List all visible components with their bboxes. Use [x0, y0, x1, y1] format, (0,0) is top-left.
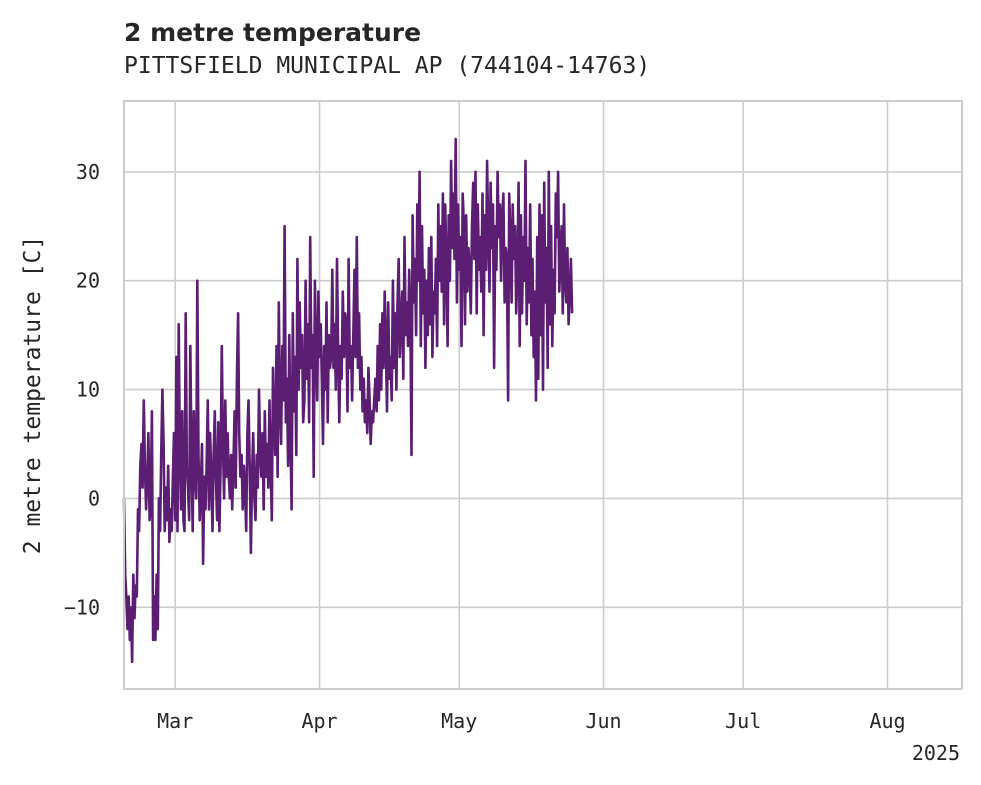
y-tick-labels: −10 0 10 20 30	[64, 160, 100, 620]
x-tick-labels: Mar Apr May Jun Jul Aug	[157, 709, 905, 733]
chart-subtitle: PITTSFIELD MUNICIPAL AP (744104-14763)	[124, 53, 650, 79]
x-gridlines	[174, 101, 889, 689]
x-offset-label: 2025	[912, 741, 960, 765]
y-tick-label: 0	[88, 486, 100, 510]
x-tick-label: May	[441, 709, 477, 733]
x-tick-label: Apr	[301, 709, 337, 733]
y-tick-label: −10	[64, 595, 100, 619]
x-tick-label: Aug	[869, 709, 905, 733]
y-tick-label: 20	[76, 269, 100, 293]
x-tick-label: Jun	[585, 709, 621, 733]
y-tick-label: 30	[76, 160, 100, 184]
temperature-series-line	[122, 137, 574, 664]
y-tick-label: 10	[76, 378, 100, 402]
chart-title: 2 metre temperature	[124, 18, 421, 47]
x-tick-label: Mar	[157, 709, 193, 733]
x-tick-label: Jul	[725, 709, 761, 733]
y-axis-label: 2 metre temperature [C]	[20, 236, 46, 555]
plot-frame	[123, 100, 963, 690]
